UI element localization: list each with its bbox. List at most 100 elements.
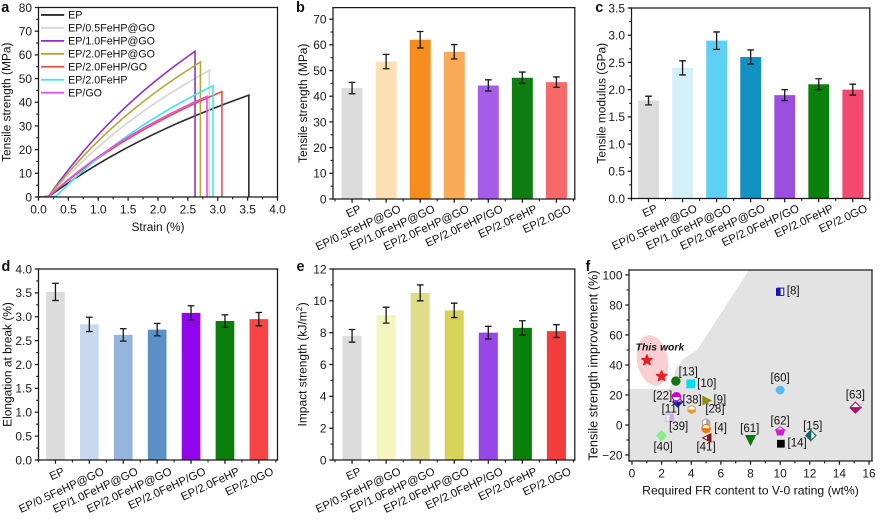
svg-text:60: 60 bbox=[609, 328, 623, 342]
svg-text:0.5: 0.5 bbox=[608, 165, 625, 179]
svg-text:6: 6 bbox=[718, 467, 725, 481]
svg-text:0.0: 0.0 bbox=[30, 203, 47, 217]
svg-text:[38]: [38] bbox=[683, 395, 702, 407]
svg-text:b: b bbox=[296, 0, 305, 16]
svg-text:Tensile strength (MPa): Tensile strength (MPa) bbox=[296, 44, 310, 163]
svg-text:[39]: [39] bbox=[669, 421, 688, 433]
svg-text:8: 8 bbox=[747, 467, 754, 481]
svg-text:10: 10 bbox=[313, 294, 327, 308]
svg-text:60: 60 bbox=[313, 38, 327, 52]
svg-text:80: 80 bbox=[609, 298, 623, 312]
svg-text:50: 50 bbox=[19, 72, 33, 86]
svg-text:0.0: 0.0 bbox=[15, 453, 32, 467]
svg-text:[60]: [60] bbox=[771, 372, 790, 384]
svg-text:40: 40 bbox=[313, 90, 327, 104]
svg-text:0.5: 0.5 bbox=[60, 203, 77, 217]
svg-text:30: 30 bbox=[313, 115, 327, 129]
svg-text:[28]: [28] bbox=[705, 404, 724, 416]
svg-text:3.5: 3.5 bbox=[239, 203, 256, 217]
svg-text:I m p a: I m p a c t s t r e n g t h ( k J / m ) … bbox=[287, 296, 312, 426]
svg-text:4: 4 bbox=[688, 467, 695, 481]
svg-text:2.0: 2.0 bbox=[15, 358, 32, 372]
svg-text:EP: EP bbox=[345, 203, 364, 220]
svg-text:Tensile modulus (GPa): Tensile modulus (GPa) bbox=[594, 43, 608, 164]
svg-text:2: 2 bbox=[320, 421, 327, 435]
svg-text:2.5: 2.5 bbox=[608, 56, 625, 70]
svg-text:3.5: 3.5 bbox=[608, 1, 625, 15]
svg-text:50: 50 bbox=[313, 64, 327, 78]
svg-text:a: a bbox=[1, 0, 10, 16]
svg-text:EP/GO: EP/GO bbox=[68, 87, 102, 99]
svg-text:16: 16 bbox=[862, 467, 876, 481]
svg-text:[61]: [61] bbox=[740, 423, 759, 435]
svg-text:[8]: [8] bbox=[787, 286, 800, 298]
svg-text:[11]: [11] bbox=[662, 403, 680, 415]
svg-text:[13]: [13] bbox=[679, 366, 698, 378]
svg-text:Tensile strength (MPa): Tensile strength (MPa) bbox=[0, 43, 14, 162]
svg-text:80: 80 bbox=[19, 1, 33, 15]
svg-text:[10]: [10] bbox=[697, 378, 716, 390]
svg-text:Strain (%): Strain (%) bbox=[131, 220, 184, 234]
svg-text:12: 12 bbox=[803, 467, 817, 481]
svg-text:30: 30 bbox=[19, 119, 33, 133]
svg-text:0: 0 bbox=[25, 190, 32, 204]
svg-text:10: 10 bbox=[313, 167, 327, 181]
svg-text:[62]: [62] bbox=[771, 416, 790, 428]
svg-text:1.0: 1.0 bbox=[90, 203, 107, 217]
svg-text:2: 2 bbox=[658, 467, 665, 481]
svg-text:4: 4 bbox=[320, 390, 327, 404]
svg-text:2.5: 2.5 bbox=[180, 203, 197, 217]
svg-text:70: 70 bbox=[19, 25, 33, 39]
svg-text:[15]: [15] bbox=[803, 421, 822, 433]
svg-text:Elongation at break (%): Elongation at break (%) bbox=[1, 302, 15, 427]
svg-text:0.5: 0.5 bbox=[15, 429, 32, 443]
svg-text:EP: EP bbox=[345, 466, 364, 483]
svg-text:Required FR content to V-0 rat: Required FR content to V-0 rating (wt%) bbox=[642, 483, 859, 497]
svg-text:20: 20 bbox=[609, 388, 623, 402]
svg-text:Tensile strength improvement (: Tensile strength improvement (%) bbox=[585, 270, 600, 460]
svg-text:f: f bbox=[586, 259, 591, 275]
svg-text:[41]: [41] bbox=[696, 442, 715, 454]
svg-text:1.0: 1.0 bbox=[15, 406, 32, 420]
svg-text:0.0: 0.0 bbox=[608, 192, 625, 206]
svg-text:EP/0.5FeHP@GO: EP/0.5FeHP@GO bbox=[68, 23, 155, 35]
svg-text:8: 8 bbox=[320, 326, 327, 340]
svg-text:0: 0 bbox=[320, 453, 327, 467]
svg-text:−20: −20 bbox=[602, 448, 623, 462]
svg-text:2.0: 2.0 bbox=[150, 203, 167, 217]
svg-text:[40]: [40] bbox=[653, 442, 672, 454]
svg-text:[63]: [63] bbox=[846, 389, 865, 401]
svg-text:1.0: 1.0 bbox=[608, 137, 625, 151]
svg-text:EP: EP bbox=[641, 203, 660, 220]
svg-text:EP/2.0FeHP/GO: EP/2.0FeHP/GO bbox=[68, 62, 147, 74]
svg-text:0: 0 bbox=[616, 418, 623, 432]
svg-text:3.0: 3.0 bbox=[209, 203, 226, 217]
svg-text:1.5: 1.5 bbox=[15, 382, 32, 396]
svg-text:0: 0 bbox=[629, 467, 636, 481]
svg-text:12: 12 bbox=[313, 262, 327, 276]
svg-text:This work: This work bbox=[636, 343, 686, 354]
svg-text:[9]: [9] bbox=[713, 395, 726, 407]
svg-text:4.0: 4.0 bbox=[269, 203, 286, 217]
svg-text:3.0: 3.0 bbox=[15, 310, 32, 324]
svg-text:EP/2.0FeHP: EP/2.0FeHP bbox=[68, 74, 127, 86]
svg-text:EP/1.0FeHP@GO: EP/1.0FeHP@GO bbox=[68, 36, 155, 48]
svg-text:6: 6 bbox=[320, 358, 327, 372]
svg-text:1.5: 1.5 bbox=[608, 110, 625, 124]
svg-text:40: 40 bbox=[19, 96, 33, 110]
svg-text:[22]: [22] bbox=[653, 391, 672, 403]
svg-text:70: 70 bbox=[313, 12, 327, 26]
svg-text:2.0: 2.0 bbox=[608, 83, 625, 97]
svg-text:20: 20 bbox=[313, 141, 327, 155]
svg-text:EP: EP bbox=[48, 466, 67, 483]
svg-text:10: 10 bbox=[773, 467, 787, 481]
svg-text:e: e bbox=[297, 259, 305, 275]
svg-text:4.0: 4.0 bbox=[15, 262, 32, 276]
svg-text:14: 14 bbox=[833, 467, 847, 481]
svg-text:60: 60 bbox=[19, 48, 33, 62]
svg-text:2.5: 2.5 bbox=[15, 334, 32, 348]
svg-text:1.5: 1.5 bbox=[120, 203, 137, 217]
svg-text:40: 40 bbox=[609, 358, 623, 372]
svg-text:0: 0 bbox=[320, 192, 327, 206]
svg-text:10: 10 bbox=[19, 167, 33, 181]
